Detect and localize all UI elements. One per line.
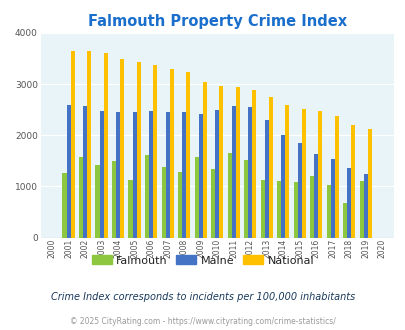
- Bar: [211, 169, 215, 238]
- Bar: [268, 97, 272, 238]
- Bar: [252, 90, 256, 238]
- Bar: [132, 112, 136, 238]
- Bar: [243, 160, 247, 238]
- Bar: [104, 53, 108, 238]
- Bar: [313, 154, 318, 238]
- Bar: [182, 112, 186, 238]
- Bar: [177, 172, 182, 238]
- Bar: [260, 180, 264, 238]
- Bar: [145, 155, 149, 238]
- Bar: [66, 105, 70, 238]
- Bar: [301, 109, 305, 238]
- Bar: [326, 185, 330, 238]
- Bar: [87, 51, 91, 238]
- Bar: [281, 135, 285, 238]
- Bar: [330, 159, 334, 238]
- Bar: [334, 116, 338, 238]
- Title: Falmouth Property Crime Index: Falmouth Property Crime Index: [87, 14, 346, 29]
- Bar: [79, 157, 83, 238]
- Bar: [318, 111, 322, 238]
- Bar: [363, 174, 367, 238]
- Bar: [309, 176, 313, 238]
- Bar: [350, 125, 354, 238]
- Bar: [227, 153, 231, 238]
- Bar: [285, 105, 289, 238]
- Bar: [215, 110, 219, 238]
- Bar: [70, 51, 75, 238]
- Bar: [99, 111, 104, 238]
- Bar: [112, 161, 116, 238]
- Legend: Falmouth, Maine, National: Falmouth, Maine, National: [87, 251, 318, 270]
- Bar: [235, 87, 239, 238]
- Bar: [247, 107, 252, 238]
- Bar: [120, 59, 124, 238]
- Bar: [293, 182, 297, 238]
- Bar: [276, 181, 281, 238]
- Bar: [161, 167, 165, 238]
- Bar: [194, 157, 198, 238]
- Bar: [202, 82, 207, 238]
- Bar: [95, 165, 99, 238]
- Bar: [198, 114, 202, 238]
- Bar: [219, 86, 223, 238]
- Bar: [346, 168, 350, 238]
- Bar: [153, 65, 157, 238]
- Bar: [136, 62, 141, 238]
- Bar: [83, 106, 87, 238]
- Bar: [231, 106, 235, 238]
- Bar: [297, 144, 301, 238]
- Bar: [359, 181, 363, 238]
- Bar: [149, 111, 153, 238]
- Text: © 2025 CityRating.com - https://www.cityrating.com/crime-statistics/: © 2025 CityRating.com - https://www.city…: [70, 317, 335, 326]
- Bar: [264, 120, 268, 238]
- Bar: [342, 203, 346, 238]
- Bar: [128, 180, 132, 238]
- Bar: [165, 112, 169, 238]
- Bar: [116, 112, 120, 238]
- Bar: [367, 129, 371, 238]
- Bar: [169, 69, 173, 238]
- Bar: [186, 72, 190, 238]
- Bar: [62, 173, 66, 238]
- Text: Crime Index corresponds to incidents per 100,000 inhabitants: Crime Index corresponds to incidents per…: [51, 292, 354, 302]
